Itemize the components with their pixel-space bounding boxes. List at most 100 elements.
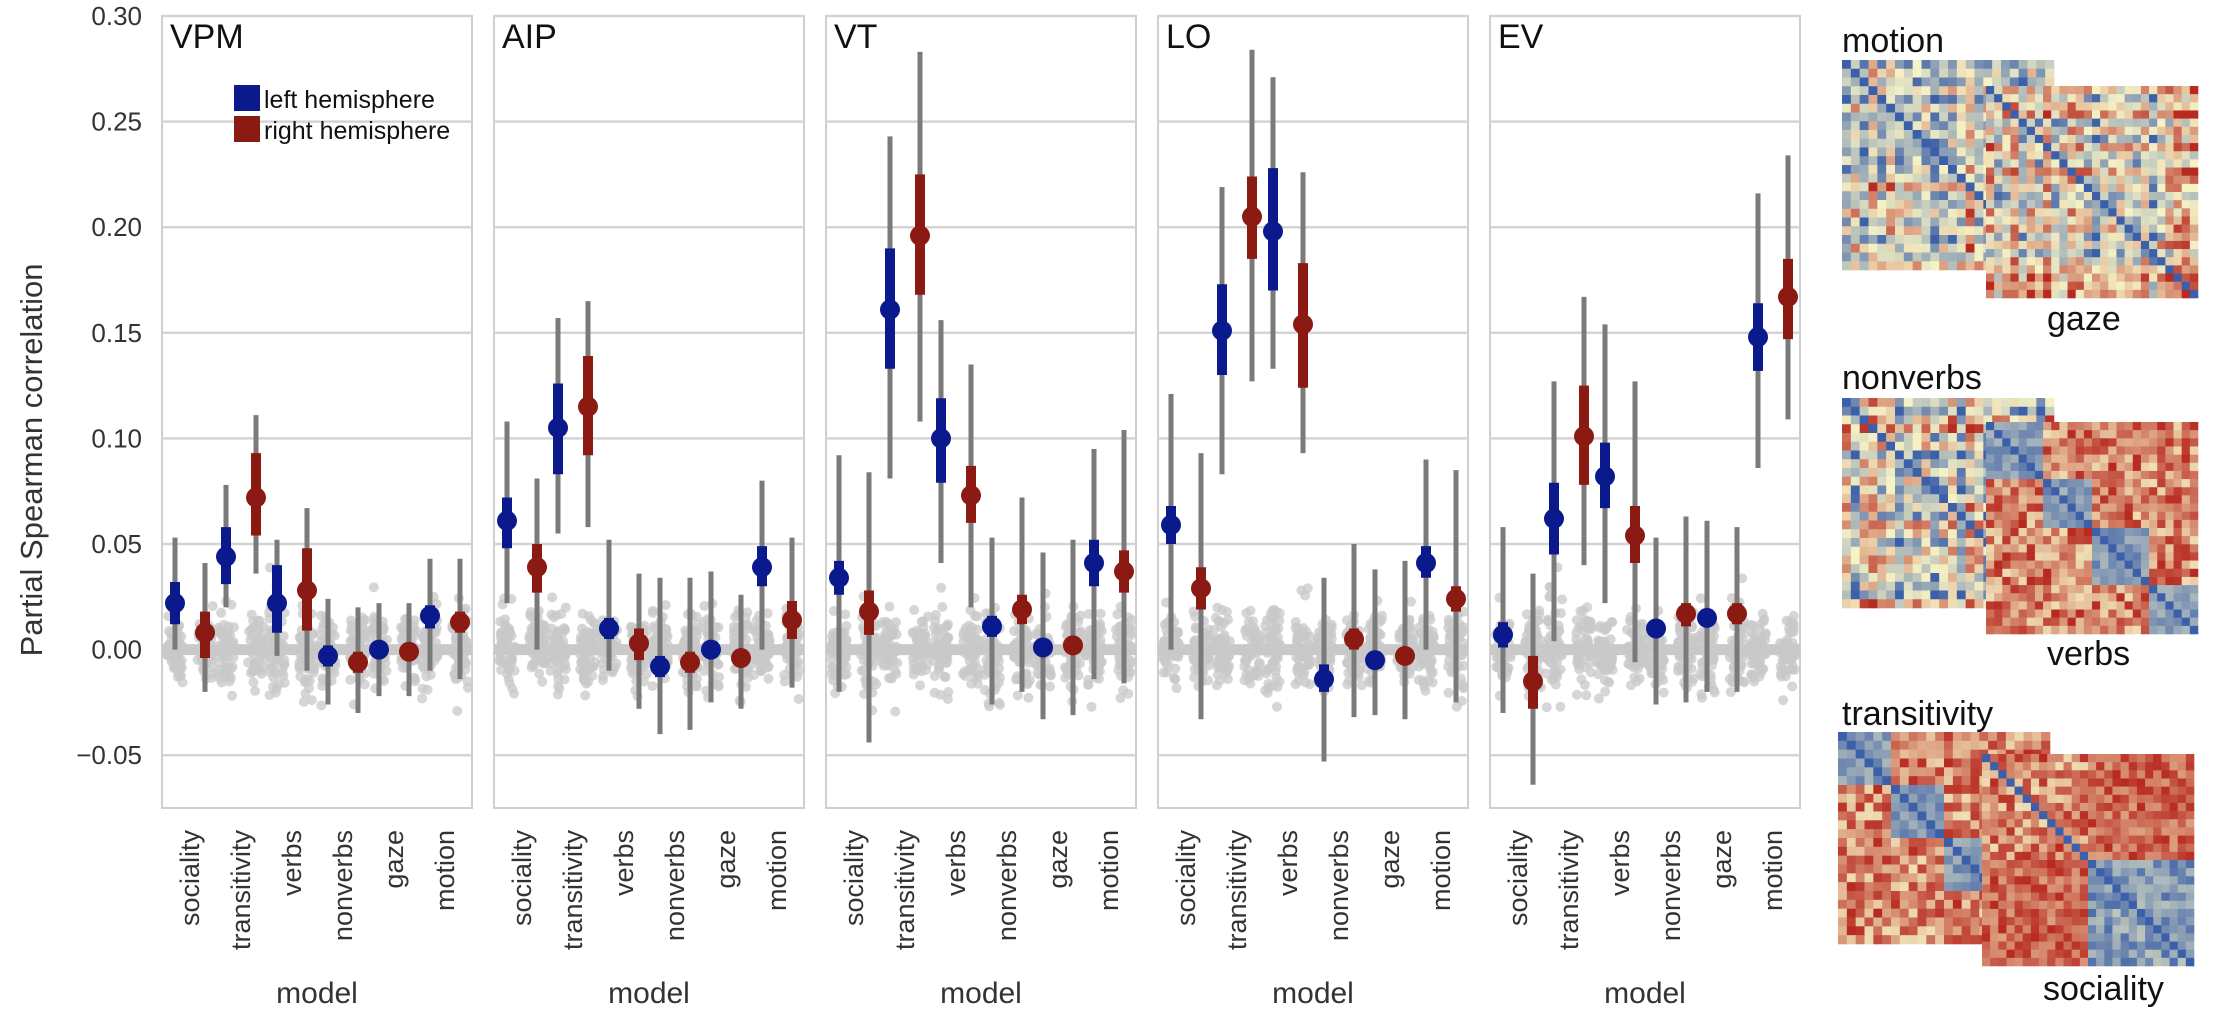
null-point: [1600, 686, 1611, 697]
legend-label-right: right hemisphere: [264, 117, 450, 145]
x-tick-label: gaze: [1043, 830, 1073, 889]
null-point: [1211, 680, 1222, 691]
x-tick-label: sociality: [1503, 830, 1533, 927]
x-tick-label: sociality: [175, 830, 205, 927]
null-point: [1219, 630, 1230, 641]
null-point: [908, 669, 919, 680]
null-point: [1623, 641, 1634, 652]
rdm-label-top: motion: [1842, 22, 1944, 60]
null-point: [780, 648, 791, 659]
null-point: [1749, 639, 1760, 650]
mean-point-left: [216, 546, 236, 567]
y-tick-label: 0.20: [91, 212, 142, 242]
null-point: [1343, 667, 1354, 678]
null-point: [246, 609, 257, 620]
null-point: [609, 662, 620, 673]
null-point: [329, 630, 340, 641]
x-tick-label: gaze: [711, 830, 741, 889]
null-point: [253, 615, 264, 626]
null-point: [922, 611, 933, 622]
null-point: [1573, 655, 1584, 666]
null-point: [942, 642, 953, 653]
null-point: [1787, 681, 1798, 692]
null-point: [551, 610, 562, 621]
null-point: [887, 629, 898, 640]
mean-point-left: [752, 557, 772, 578]
null-point: [881, 637, 892, 648]
mean-point-right: [629, 633, 649, 654]
null-point: [1457, 625, 1468, 636]
null-point: [177, 641, 188, 652]
null-point: [1190, 622, 1201, 633]
null-point: [1407, 633, 1418, 644]
null-point: [249, 660, 260, 671]
null-point: [306, 695, 317, 706]
mean-point-right: [1446, 588, 1466, 609]
x-tick-label: transitivity: [1222, 830, 1252, 951]
y-tick-label: −0.05: [76, 740, 142, 770]
x-tick-label: transitivity: [890, 830, 920, 951]
null-point: [1443, 687, 1454, 698]
null-point: [553, 626, 564, 637]
null-point: [1252, 666, 1263, 677]
panel-title: VT: [834, 18, 877, 56]
null-point: [929, 687, 940, 698]
null-point: [698, 665, 709, 676]
mean-point-left: [599, 618, 619, 639]
null-point: [942, 694, 953, 705]
rdm-label-bottom: sociality: [2043, 970, 2164, 1008]
null-point: [452, 705, 463, 716]
null-point: [764, 635, 775, 646]
y-tick-label: 0.00: [91, 635, 142, 665]
mean-point-right: [1676, 603, 1696, 624]
null-point: [1356, 680, 1367, 691]
x-tick-label: gaze: [1707, 830, 1737, 889]
x-axis-label: model: [940, 977, 1022, 1010]
null-point: [1009, 652, 1020, 663]
null-point: [647, 607, 658, 618]
y-tick-label: 0.05: [91, 529, 142, 559]
null-point: [1580, 662, 1591, 673]
null-point: [793, 693, 804, 704]
null-point: [1458, 660, 1469, 671]
mean-point-right: [961, 485, 981, 506]
null-point: [1748, 672, 1759, 683]
null-point: [929, 670, 940, 681]
null-point: [890, 706, 901, 717]
mean-point-right: [1293, 314, 1313, 335]
null-point: [1240, 655, 1251, 666]
x-axis-label: model: [608, 977, 690, 1010]
null-point: [526, 662, 537, 673]
mean-point-left: [1748, 327, 1768, 348]
null-point: [1086, 701, 1097, 712]
null-point: [1603, 652, 1614, 663]
null-point: [958, 644, 969, 655]
null-point: [1095, 635, 1106, 646]
null-point: [1695, 668, 1706, 679]
null-point: [750, 655, 761, 666]
mean-point-right: [1242, 206, 1262, 227]
null-point: [1111, 631, 1122, 642]
panel-title: EV: [1498, 18, 1544, 56]
null-point: [915, 680, 926, 691]
null-point: [575, 664, 586, 675]
mean-point-left: [267, 593, 287, 614]
null-point: [496, 656, 507, 667]
mean-point-right: [1395, 645, 1415, 666]
null-point: [1746, 620, 1757, 631]
null-point: [316, 610, 327, 621]
null-point: [501, 621, 512, 632]
null-point: [969, 644, 980, 655]
null-point: [913, 657, 924, 668]
null-point: [713, 672, 724, 683]
null-point: [460, 603, 471, 614]
null-point: [885, 646, 896, 657]
null-point: [409, 672, 420, 683]
null-point: [317, 680, 328, 691]
null-point: [225, 630, 236, 641]
null-point: [227, 690, 238, 701]
null-point: [941, 657, 952, 668]
null-point: [1595, 658, 1606, 669]
x-tick-label: nonverbs: [1324, 830, 1354, 941]
null-point: [597, 658, 608, 669]
